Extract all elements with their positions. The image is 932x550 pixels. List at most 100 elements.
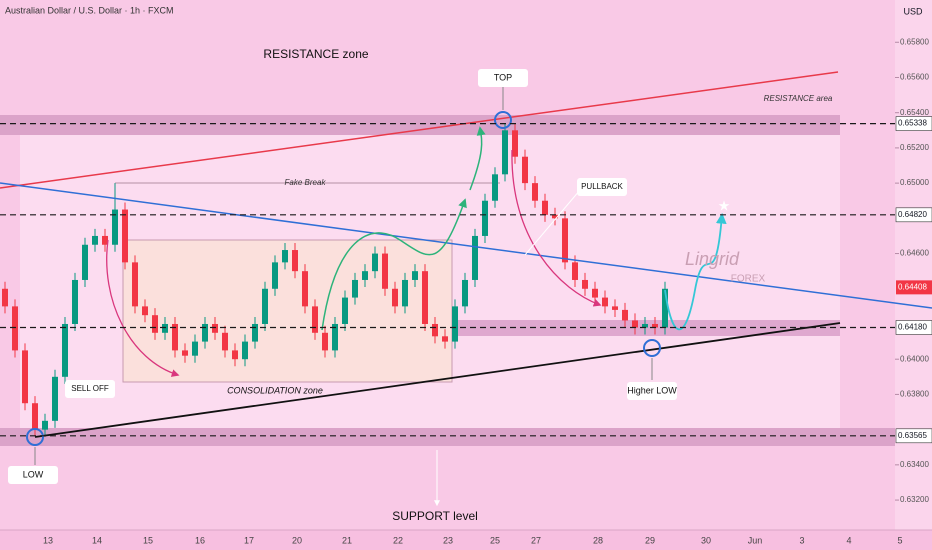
price-tag-label: 0.63565 xyxy=(898,431,927,440)
label-box xyxy=(8,466,58,484)
y-tick-label: 0.63200 xyxy=(900,495,929,504)
candle-body xyxy=(522,156,528,184)
annotation: SUPPORT level xyxy=(392,509,478,523)
y-tick-label: 0.65000 xyxy=(900,178,929,187)
annotation: Fake Break xyxy=(285,178,327,187)
annotation: PULLBACK xyxy=(581,182,623,191)
candle-body xyxy=(272,262,278,289)
candle-body xyxy=(282,250,288,263)
header: Australian Dollar / U.S. Dollar · 1h · F… xyxy=(5,5,174,15)
annotation: FOREX xyxy=(731,274,766,285)
y-tick-label: 0.65200 xyxy=(900,143,929,152)
label-box xyxy=(577,178,627,196)
sell-arrow xyxy=(106,239,180,377)
annotation: Lingrid xyxy=(685,249,740,269)
annotation: RESISTANCE area xyxy=(764,94,833,103)
candle-body xyxy=(622,309,628,321)
candle-body xyxy=(72,279,78,324)
x-tick-label: 20 xyxy=(292,535,302,545)
price-tag xyxy=(895,320,932,335)
descending-trendline xyxy=(0,182,932,309)
candle-body xyxy=(492,174,498,201)
candle-body xyxy=(112,209,118,245)
label-box xyxy=(65,380,115,398)
candle-body xyxy=(92,235,98,245)
candle-body xyxy=(502,130,508,175)
y-tick-label: 0.64600 xyxy=(900,249,929,258)
candle-body xyxy=(612,306,618,310)
candle-body xyxy=(102,235,108,245)
candle-body xyxy=(332,323,338,351)
candle-body xyxy=(292,250,298,272)
candle-body xyxy=(532,183,538,201)
candle-body xyxy=(342,297,348,324)
candle-body xyxy=(452,306,458,342)
candle-body xyxy=(122,209,128,263)
price-tag-label: 0.64180 xyxy=(898,323,927,332)
candle-body xyxy=(162,323,168,333)
target-star: ★ xyxy=(718,198,731,214)
candle-body xyxy=(552,214,558,219)
candle-body xyxy=(222,332,228,351)
candle-body xyxy=(592,288,598,298)
y-tick-label: 0.63400 xyxy=(900,460,929,469)
x-tick-label: 21 xyxy=(342,535,352,545)
forecast-path xyxy=(664,212,727,331)
annotation: SELL OFF xyxy=(71,384,109,393)
x-tick-label: 5 xyxy=(897,535,902,545)
support-trendline xyxy=(34,322,841,438)
candle-body xyxy=(182,350,188,356)
resistance-trendline xyxy=(0,71,839,189)
candle-body xyxy=(372,253,378,272)
x-tick-label: 16 xyxy=(195,535,205,545)
candle-body xyxy=(212,323,218,333)
pivot-circle xyxy=(643,339,661,357)
pointer-line xyxy=(524,189,581,256)
y-tick-label: 0.65400 xyxy=(900,108,929,117)
x-tick-label: 30 xyxy=(701,535,711,545)
label-box xyxy=(478,69,528,87)
x-tick-label: 28 xyxy=(593,535,603,545)
x-tick-label: 23 xyxy=(443,535,453,545)
candle-body xyxy=(382,253,388,289)
candle-body xyxy=(482,200,488,236)
price-tag xyxy=(895,428,932,444)
candle-body xyxy=(562,218,568,263)
candle-body xyxy=(352,279,358,298)
y-tick-label: 0.63800 xyxy=(900,390,929,399)
price-tag-label: 0.65338 xyxy=(898,119,927,128)
y-tick-label: 0.65800 xyxy=(900,37,929,46)
x-tick-label: 22 xyxy=(393,535,403,545)
x-tick-label: 13 xyxy=(43,535,53,545)
consolidation-box xyxy=(122,239,453,383)
last-price-label: 0.64408 xyxy=(898,282,927,291)
candle-body xyxy=(192,341,198,356)
x-tick-label: 17 xyxy=(244,535,254,545)
candle-body xyxy=(512,130,518,157)
x-tick-label: Jun xyxy=(748,535,763,545)
x-tick-label: 25 xyxy=(490,535,500,545)
annotation: TOP xyxy=(494,72,512,82)
candle-body xyxy=(582,279,588,289)
annotation: Higher LOW xyxy=(627,385,677,395)
price-tag xyxy=(895,116,932,131)
candle-body xyxy=(632,320,638,328)
x-tick-label: 15 xyxy=(143,535,153,545)
price-tag-label: 0.64820 xyxy=(898,210,927,219)
y-tick-label: 0.64000 xyxy=(900,354,929,363)
candle-body xyxy=(52,376,58,421)
pullback-arrow xyxy=(511,149,602,307)
annotation: CONSOLIDATION zone xyxy=(227,385,323,395)
y-tick-label: 0.65600 xyxy=(900,73,929,82)
candle-body xyxy=(542,200,548,215)
candle-body xyxy=(42,420,48,430)
candle-body xyxy=(232,350,238,360)
candles xyxy=(2,123,668,437)
candle-body xyxy=(652,323,658,328)
candle-body xyxy=(262,288,268,324)
candle-body xyxy=(602,297,608,307)
candle-body xyxy=(252,323,258,342)
annotation: LOW xyxy=(23,469,44,479)
candle-body xyxy=(242,341,248,360)
